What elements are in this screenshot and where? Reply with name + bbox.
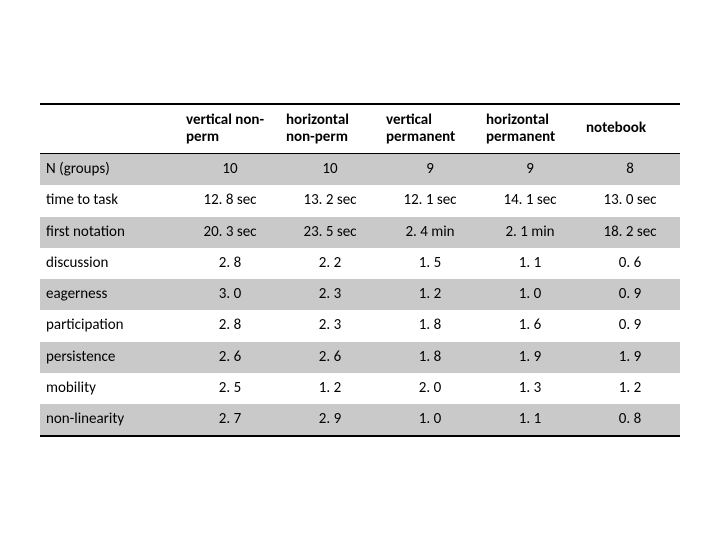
table-row: participation2. 82. 31. 81. 60. 9 (40, 310, 680, 341)
row-label: mobility (40, 373, 180, 404)
row-label: discussion (40, 248, 180, 279)
table-cell: 12. 1 sec (380, 185, 480, 216)
row-label: persistence (40, 342, 180, 373)
row-label: non-linearity (40, 404, 180, 436)
table-cell: 2. 9 (280, 404, 380, 436)
table-cell: 10 (280, 154, 380, 186)
table-cell: 1. 9 (480, 342, 580, 373)
table-row: time to task12. 8 sec13. 2 sec12. 1 sec1… (40, 185, 680, 216)
table-cell: 10 (180, 154, 280, 186)
table-cell: 1. 0 (480, 279, 580, 310)
table-cell: 2. 3 (280, 279, 380, 310)
table-cell: 0. 8 (580, 404, 680, 436)
table-cell: 1. 2 (580, 373, 680, 404)
table-cell: 1. 6 (480, 310, 580, 341)
col-header-horizontal-nonperm: horizontal non-perm (280, 104, 380, 154)
table-cell: 1. 8 (380, 310, 480, 341)
table-cell: 2. 8 (180, 310, 280, 341)
col-header-blank (40, 104, 180, 154)
table-cell: 9 (380, 154, 480, 186)
table-cell: 14. 1 sec (480, 185, 580, 216)
table-cell: 1. 2 (280, 373, 380, 404)
table-row: N (groups)1010998 (40, 154, 680, 186)
table-row: eagerness3. 02. 31. 21. 00. 9 (40, 279, 680, 310)
table-cell: 1. 9 (580, 342, 680, 373)
table-cell: 2. 3 (280, 310, 380, 341)
table-cell: 3. 0 (180, 279, 280, 310)
table-cell: 23. 5 sec (280, 217, 380, 248)
table-row: mobility2. 51. 22. 01. 31. 2 (40, 373, 680, 404)
row-label: N (groups) (40, 154, 180, 186)
row-label: first notation (40, 217, 180, 248)
table-cell: 8 (580, 154, 680, 186)
table-body: N (groups)1010998time to task12. 8 sec13… (40, 154, 680, 437)
row-label: eagerness (40, 279, 180, 310)
table-cell: 20. 3 sec (180, 217, 280, 248)
table-cell: 18. 2 sec (580, 217, 680, 248)
col-header-vertical-permanent: vertical permanent (380, 104, 480, 154)
table-cell: 1. 1 (480, 248, 580, 279)
table-header: vertical non-perm horizontal non-perm ve… (40, 104, 680, 154)
table-row: non-linearity2. 72. 91. 01. 10. 8 (40, 404, 680, 436)
table-cell: 0. 9 (580, 279, 680, 310)
table-cell: 1. 8 (380, 342, 480, 373)
table-cell: 1. 3 (480, 373, 580, 404)
data-table: vertical non-perm horizontal non-perm ve… (40, 103, 680, 438)
data-table-container: vertical non-perm horizontal non-perm ve… (40, 103, 680, 438)
table-cell: 1. 0 (380, 404, 480, 436)
table-row: discussion2. 82. 21. 51. 10. 6 (40, 248, 680, 279)
table-cell: 2. 4 min (380, 217, 480, 248)
col-header-vertical-nonperm: vertical non-perm (180, 104, 280, 154)
table-cell: 13. 0 sec (580, 185, 680, 216)
table-cell: 2. 8 (180, 248, 280, 279)
table-cell: 1. 2 (380, 279, 480, 310)
table-cell: 2. 1 min (480, 217, 580, 248)
row-label: participation (40, 310, 180, 341)
table-cell: 2. 6 (180, 342, 280, 373)
col-header-notebook: notebook (580, 104, 680, 154)
table-row: persistence2. 62. 61. 81. 91. 9 (40, 342, 680, 373)
table-cell: 13. 2 sec (280, 185, 380, 216)
table-cell: 2. 0 (380, 373, 480, 404)
table-cell: 9 (480, 154, 580, 186)
table-cell: 1. 5 (380, 248, 480, 279)
col-header-horizontal-permanent: horizontal permanent (480, 104, 580, 154)
table-cell: 0. 6 (580, 248, 680, 279)
table-cell: 2. 2 (280, 248, 380, 279)
table-cell: 12. 8 sec (180, 185, 280, 216)
row-label: time to task (40, 185, 180, 216)
table-cell: 2. 5 (180, 373, 280, 404)
table-row: first notation20. 3 sec23. 5 sec2. 4 min… (40, 217, 680, 248)
table-cell: 2. 6 (280, 342, 380, 373)
table-cell: 1. 1 (480, 404, 580, 436)
table-cell: 2. 7 (180, 404, 280, 436)
table-cell: 0. 9 (580, 310, 680, 341)
